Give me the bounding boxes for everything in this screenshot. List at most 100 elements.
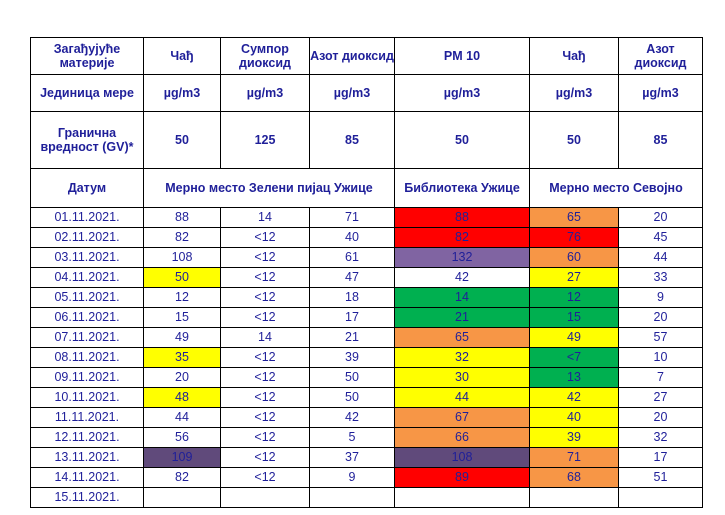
table-row: 08.11.2021. 35 <12 39 32 <7 10 bbox=[30, 347, 703, 368]
pm10-biblioteka-cell: 21 bbox=[394, 307, 530, 328]
station-biblioteka: Библиотека Ужице bbox=[394, 168, 530, 208]
pollutant-col-1: Чађ bbox=[143, 37, 221, 75]
so2-zeleni-cell: 14 bbox=[220, 207, 310, 228]
so2-zeleni-cell bbox=[220, 487, 310, 508]
soot-zeleni-cell: 82 bbox=[143, 467, 221, 488]
limit-col-2: 125 bbox=[220, 111, 310, 169]
pm10-biblioteka-cell: 14 bbox=[394, 287, 530, 308]
table-row: 15.11.2021. bbox=[30, 487, 703, 508]
table-row: 05.11.2021. 12 <12 18 14 12 9 bbox=[30, 287, 703, 308]
no2-zeleni-cell: 18 bbox=[309, 287, 395, 308]
so2-zeleni-cell: <12 bbox=[220, 287, 310, 308]
no2-zeleni-cell: 9 bbox=[309, 467, 395, 488]
no2-sevojno-cell: 33 bbox=[618, 267, 703, 288]
date-cell: 01.11.2021. bbox=[30, 207, 144, 228]
no2-zeleni-cell: 37 bbox=[309, 447, 395, 468]
date-cell: 03.11.2021. bbox=[30, 247, 144, 268]
pollutant-col-5: Чађ bbox=[529, 37, 619, 75]
pm10-biblioteka-cell: 44 bbox=[394, 387, 530, 408]
limit-col-4: 50 bbox=[394, 111, 530, 169]
no2-zeleni-cell: 71 bbox=[309, 207, 395, 228]
unit-col-2: µg/m3 bbox=[220, 74, 310, 112]
no2-zeleni-cell: 40 bbox=[309, 227, 395, 248]
no2-zeleni-cell: 39 bbox=[309, 347, 395, 368]
unit-label: Јединица мере bbox=[30, 74, 144, 112]
pm10-biblioteka-cell bbox=[394, 487, 530, 508]
so2-zeleni-cell: <12 bbox=[220, 347, 310, 368]
no2-zeleni-cell: 42 bbox=[309, 407, 395, 428]
table-row: 04.11.2021. 50 <12 47 42 27 33 bbox=[30, 267, 703, 288]
no2-sevojno-cell: 17 bbox=[618, 447, 703, 468]
pm10-biblioteka-cell: 67 bbox=[394, 407, 530, 428]
unit-col-3: µg/m3 bbox=[309, 74, 395, 112]
date-cell: 15.11.2021. bbox=[30, 487, 144, 508]
pm10-biblioteka-cell: 30 bbox=[394, 367, 530, 388]
soot-sevojno-cell: 27 bbox=[529, 267, 619, 288]
so2-zeleni-cell: <12 bbox=[220, 307, 310, 328]
pm10-biblioteka-cell: 89 bbox=[394, 467, 530, 488]
soot-sevojno-cell: 13 bbox=[529, 367, 619, 388]
date-cell: 04.11.2021. bbox=[30, 267, 144, 288]
station-header-row: Датум Мерно место Зелени пијац Ужице Биб… bbox=[30, 168, 703, 208]
so2-zeleni-cell: <12 bbox=[220, 387, 310, 408]
no2-sevojno-cell: 20 bbox=[618, 207, 703, 228]
pollutant-col-2: Сумпор диоксид bbox=[220, 37, 310, 75]
so2-zeleni-cell: <12 bbox=[220, 447, 310, 468]
so2-zeleni-cell: <12 bbox=[220, 367, 310, 388]
soot-zeleni-cell: 88 bbox=[143, 207, 221, 228]
soot-sevojno-cell: 76 bbox=[529, 227, 619, 248]
limit-col-5: 50 bbox=[529, 111, 619, 169]
date-cell: 14.11.2021. bbox=[30, 467, 144, 488]
table-row: 13.11.2021. 109 <12 37 108 71 17 bbox=[30, 447, 703, 468]
so2-zeleni-cell: <12 bbox=[220, 227, 310, 248]
soot-sevojno-cell: 65 bbox=[529, 207, 619, 228]
soot-sevojno-cell: 71 bbox=[529, 447, 619, 468]
unit-col-5: µg/m3 bbox=[529, 74, 619, 112]
table-row: 06.11.2021. 15 <12 17 21 15 20 bbox=[30, 307, 703, 328]
soot-zeleni-cell: 20 bbox=[143, 367, 221, 388]
no2-sevojno-cell bbox=[618, 487, 703, 508]
pollutant-col-3: Азот диоксид bbox=[309, 37, 395, 75]
soot-zeleni-cell: 56 bbox=[143, 427, 221, 448]
pollutant-col-4: PM 10 bbox=[394, 37, 530, 75]
soot-sevojno-cell: 12 bbox=[529, 287, 619, 308]
no2-zeleni-cell: 5 bbox=[309, 427, 395, 448]
pm10-biblioteka-cell: 82 bbox=[394, 227, 530, 248]
date-cell: 08.11.2021. bbox=[30, 347, 144, 368]
table-row: 11.11.2021. 44 <12 42 67 40 20 bbox=[30, 407, 703, 428]
limit-col-1: 50 bbox=[143, 111, 221, 169]
date-cell: 13.11.2021. bbox=[30, 447, 144, 468]
station-zeleni-pijac: Мерно место Зелени пијац Ужице bbox=[143, 168, 395, 208]
table-row: 10.11.2021. 48 <12 50 44 42 27 bbox=[30, 387, 703, 408]
date-cell: 10.11.2021. bbox=[30, 387, 144, 408]
pollutant-header-row: Загађујуће материје Чађ Сумпор диоксид А… bbox=[30, 37, 703, 75]
date-label: Датум bbox=[30, 168, 144, 208]
table-row: 03.11.2021. 108 <12 61 132 60 44 bbox=[30, 247, 703, 268]
no2-sevojno-cell: 44 bbox=[618, 247, 703, 268]
soot-zeleni-cell: 50 bbox=[143, 267, 221, 288]
date-cell: 11.11.2021. bbox=[30, 407, 144, 428]
limit-label: Гранична вредност (GV)* bbox=[30, 111, 144, 169]
no2-sevojno-cell: 7 bbox=[618, 367, 703, 388]
table-row: 01.11.2021. 88 14 71 88 65 20 bbox=[30, 207, 703, 228]
no2-zeleni-cell: 21 bbox=[309, 327, 395, 348]
so2-zeleni-cell: 14 bbox=[220, 327, 310, 348]
limit-header-row: Гранична вредност (GV)* 50 125 85 50 50 … bbox=[30, 111, 703, 169]
soot-zeleni-cell: 44 bbox=[143, 407, 221, 428]
unit-col-4: µg/m3 bbox=[394, 74, 530, 112]
pm10-biblioteka-cell: 32 bbox=[394, 347, 530, 368]
date-cell: 09.11.2021. bbox=[30, 367, 144, 388]
unit-col-6: µg/m3 bbox=[618, 74, 703, 112]
no2-sevojno-cell: 20 bbox=[618, 307, 703, 328]
soot-sevojno-cell: 68 bbox=[529, 467, 619, 488]
air-quality-table-wrapper: Загађујуће материје Чађ Сумпор диоксид А… bbox=[30, 37, 703, 508]
soot-sevojno-cell bbox=[529, 487, 619, 508]
table-row: 09.11.2021. 20 <12 50 30 13 7 bbox=[30, 367, 703, 388]
so2-zeleni-cell: <12 bbox=[220, 267, 310, 288]
pm10-biblioteka-cell: 42 bbox=[394, 267, 530, 288]
unit-header-row: Јединица мере µg/m3 µg/m3 µg/m3 µg/m3 µg… bbox=[30, 74, 703, 112]
soot-zeleni-cell: 49 bbox=[143, 327, 221, 348]
limit-col-3: 85 bbox=[309, 111, 395, 169]
date-cell: 06.11.2021. bbox=[30, 307, 144, 328]
table-body: Загађујуће материје Чађ Сумпор диоксид А… bbox=[30, 37, 703, 508]
